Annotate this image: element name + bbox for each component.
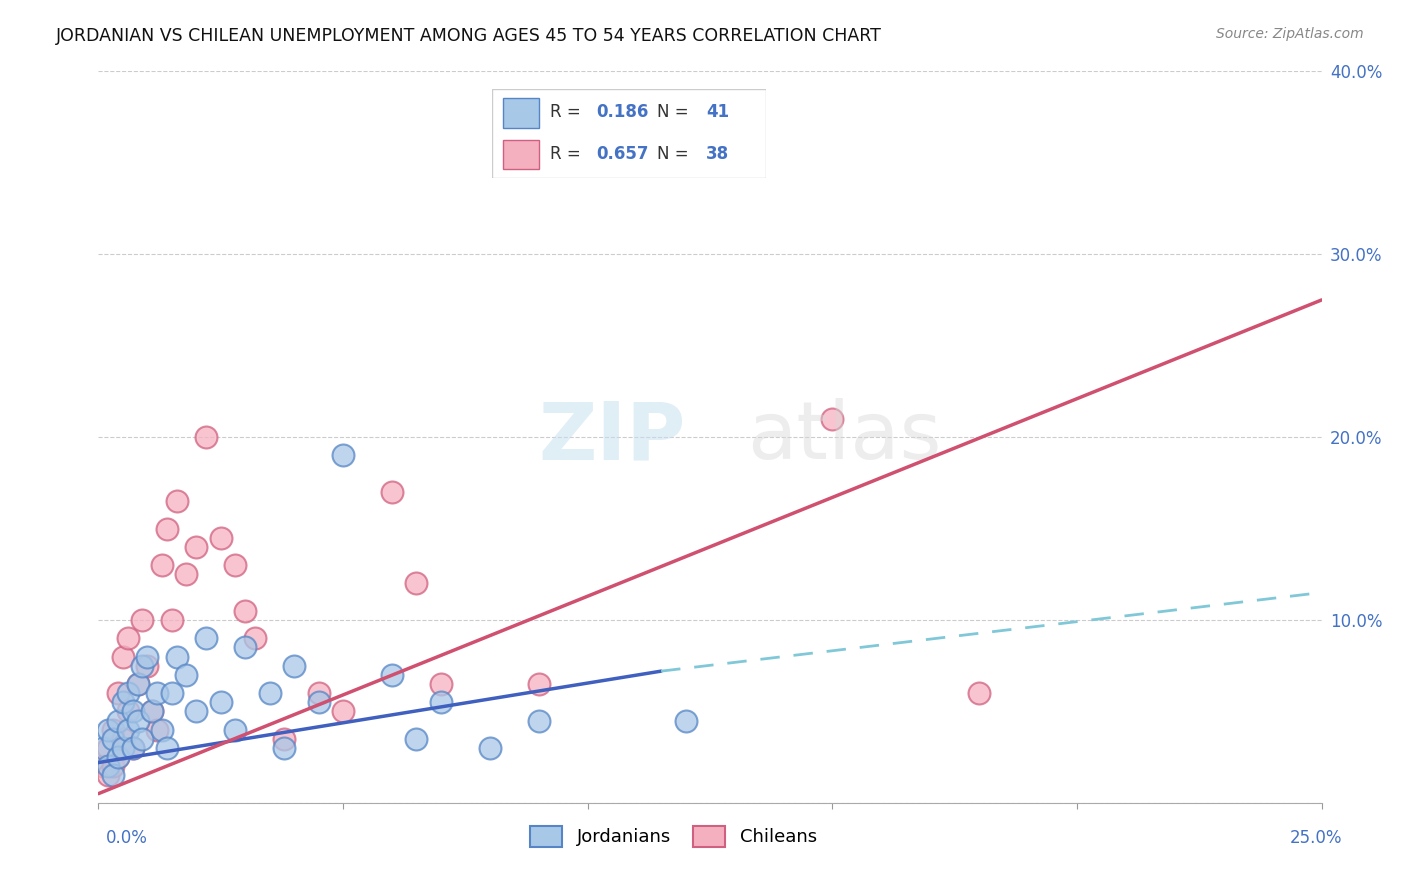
Point (176, 667, 198, 681)
Point (91, 759, 114, 773)
Point (224, 723, 246, 737)
Point (150, 723, 173, 737)
Point (381, 485, 404, 500)
Text: 41: 41 (706, 103, 730, 121)
Point (101, 731, 124, 746)
Point (91, 740, 114, 755)
Point (967, 686, 990, 700)
Point (136, 658, 159, 673)
Point (111, 649, 134, 664)
Point (478, 740, 501, 755)
Point (97, 723, 120, 737)
Point (107, 750, 129, 764)
Point (101, 759, 124, 773)
Legend: Jordanians, Chileans: Jordanians, Chileans (520, 817, 825, 856)
Point (107, 686, 129, 700)
Point (97, 740, 120, 755)
Text: 0.186: 0.186 (596, 103, 648, 121)
Point (176, 567, 198, 582)
Point (131, 731, 153, 746)
Point (186, 705, 208, 719)
Text: 0.0%: 0.0% (105, 829, 148, 847)
Text: R =: R = (550, 103, 586, 121)
Point (111, 731, 134, 746)
Point (259, 686, 281, 700)
Point (381, 667, 404, 681)
Point (166, 494, 188, 508)
Point (156, 740, 179, 755)
Point (166, 649, 188, 664)
Point (273, 740, 295, 755)
Text: ZIP: ZIP (538, 398, 686, 476)
Point (243, 632, 266, 646)
Point (117, 705, 139, 719)
Text: 38: 38 (706, 145, 730, 163)
Point (675, 714, 697, 728)
Text: JORDANIAN VS CHILEAN UNEMPLOYMENT AMONG AGES 45 TO 54 YEARS CORRELATION CHART: JORDANIAN VS CHILEAN UNEMPLOYMENT AMONG … (56, 27, 882, 45)
Point (150, 558, 173, 573)
Point (121, 740, 143, 755)
Point (121, 740, 143, 755)
Point (308, 686, 330, 700)
Point (141, 705, 163, 719)
Text: 0.657: 0.657 (596, 145, 648, 163)
Point (209, 695, 232, 709)
Text: 25.0%: 25.0% (1291, 829, 1343, 847)
Point (430, 677, 453, 691)
Point (127, 677, 149, 691)
Text: N =: N = (657, 103, 693, 121)
Point (224, 558, 246, 573)
Point (156, 521, 179, 535)
Point (146, 723, 169, 737)
Point (136, 649, 159, 664)
Point (131, 613, 153, 627)
Point (233, 604, 256, 618)
Point (117, 686, 139, 700)
Point (131, 658, 153, 673)
Point (273, 731, 295, 746)
FancyBboxPatch shape (492, 89, 766, 178)
Point (111, 740, 134, 755)
Point (97, 759, 120, 773)
Point (97, 768, 120, 782)
Text: Source: ZipAtlas.com: Source: ZipAtlas.com (1216, 27, 1364, 41)
Point (160, 686, 183, 700)
FancyBboxPatch shape (503, 98, 538, 128)
Point (127, 677, 149, 691)
Text: R =: R = (550, 145, 586, 163)
Point (107, 750, 129, 764)
Point (308, 695, 330, 709)
Point (821, 412, 844, 426)
Point (117, 632, 139, 646)
Point (405, 576, 427, 591)
Point (233, 640, 256, 655)
Point (405, 731, 427, 746)
Point (101, 768, 124, 782)
Text: atlas: atlas (748, 398, 942, 476)
Point (121, 705, 143, 719)
Point (527, 677, 550, 691)
Point (160, 613, 183, 627)
Point (146, 686, 169, 700)
Point (283, 658, 305, 673)
Point (117, 723, 139, 737)
FancyBboxPatch shape (503, 140, 538, 169)
Point (195, 430, 218, 444)
Point (430, 695, 453, 709)
Point (675, 156, 697, 170)
Text: N =: N = (657, 145, 693, 163)
Point (527, 714, 550, 728)
Point (332, 448, 354, 462)
Point (101, 723, 124, 737)
Point (111, 695, 134, 709)
Point (195, 632, 218, 646)
Point (107, 714, 129, 728)
Point (209, 531, 232, 545)
Point (141, 705, 163, 719)
Point (332, 705, 354, 719)
Point (186, 540, 208, 554)
Point (127, 714, 149, 728)
